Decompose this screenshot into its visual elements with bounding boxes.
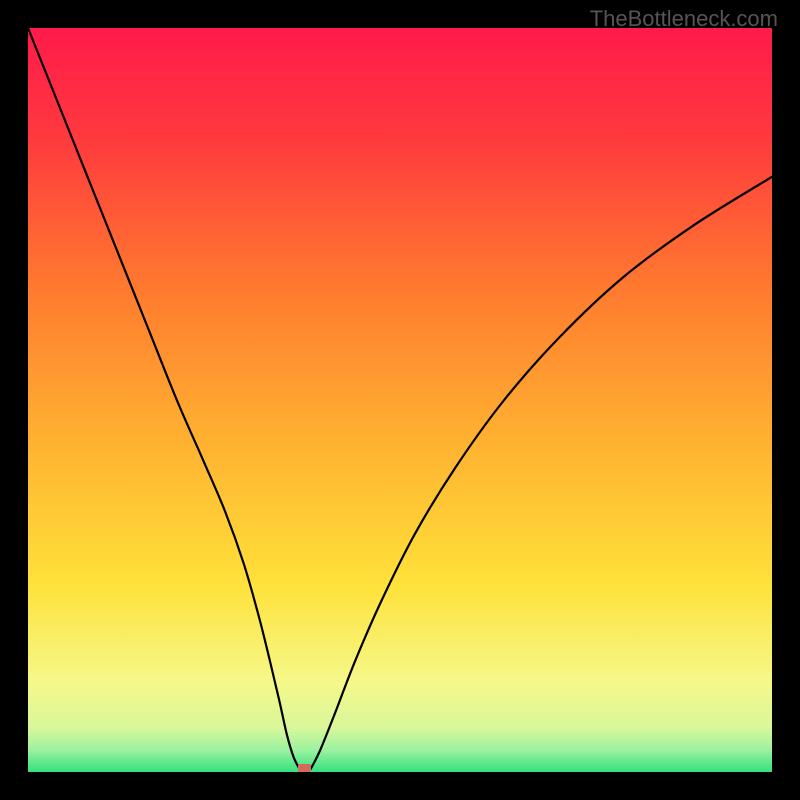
curve-right-branch [311, 177, 772, 769]
bottleneck-curve [28, 28, 772, 772]
watermark-text: TheBottleneck.com [590, 6, 778, 32]
plot-gradient-area [28, 28, 772, 772]
chart-frame: TheBottleneck.com [0, 0, 800, 800]
minimum-marker [298, 764, 311, 772]
curve-left-branch [28, 28, 300, 769]
